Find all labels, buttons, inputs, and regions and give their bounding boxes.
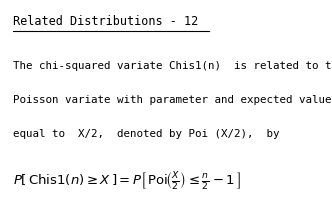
Text: The chi-squared variate Chis1(n)  is related to the: The chi-squared variate Chis1(n) is rela… bbox=[13, 61, 332, 71]
Text: Related Distributions - 12: Related Distributions - 12 bbox=[13, 15, 199, 28]
Text: Poisson variate with parameter and expected value: Poisson variate with parameter and expec… bbox=[13, 95, 332, 105]
Text: equal to  X/2,  denoted by Poi (X/2),  by: equal to X/2, denoted by Poi (X/2), by bbox=[13, 129, 280, 139]
Text: $P\left[\,\mathregular{Chis1}(n)\geq X\,\right]=P\left[\,\mathregular{Poi}\!\lef: $P\left[\,\mathregular{Chis1}(n)\geq X\,… bbox=[13, 170, 241, 192]
